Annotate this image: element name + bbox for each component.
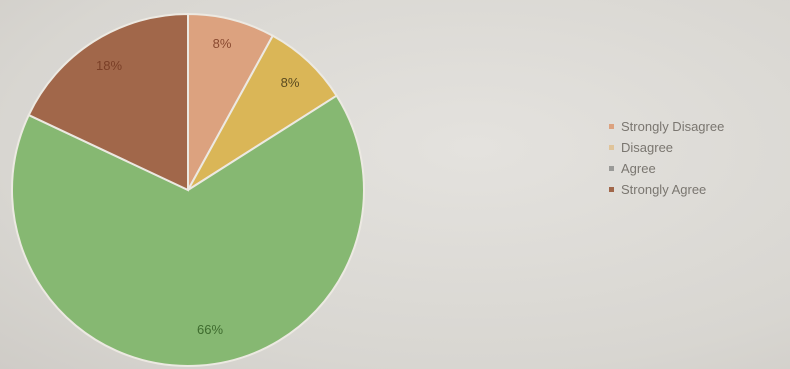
pie-slice-strongly-agree [27,12,189,192]
legend-item-strongly-agree: Strongly Agree [609,179,787,200]
legend-label-strongly-disagree: Strongly Disagree [621,119,725,134]
legend-label-strongly-agree: Strongly Agree [621,182,707,197]
legend-item-agree: Agree [609,158,787,179]
legend-swatch-strongly-agree [609,187,614,192]
legend-item-strongly-disagree: Strongly Disagree [609,116,787,137]
pie-slice-agree [11,94,365,367]
pie-slice-strongly-disagree [187,12,275,191]
data-label-strongly-agree: 18% [96,58,122,73]
legend-swatch-agree [609,166,614,171]
data-label-disagree: 8% [281,75,300,90]
legend-item-disagree: Disagree [609,137,787,158]
data-label-agree: 66% [197,322,223,337]
legend-swatch-disagree [609,145,614,150]
pie-slice-disagree [187,34,338,191]
legend-label-agree: Agree [621,161,656,176]
legend-label-disagree: Disagree [621,140,674,155]
data-label-strongly-disagree: 8% [213,36,232,51]
legend: Strongly Disagree Disagree Agree Strongl… [609,116,787,200]
legend-swatch-strongly-disagree [609,124,614,129]
